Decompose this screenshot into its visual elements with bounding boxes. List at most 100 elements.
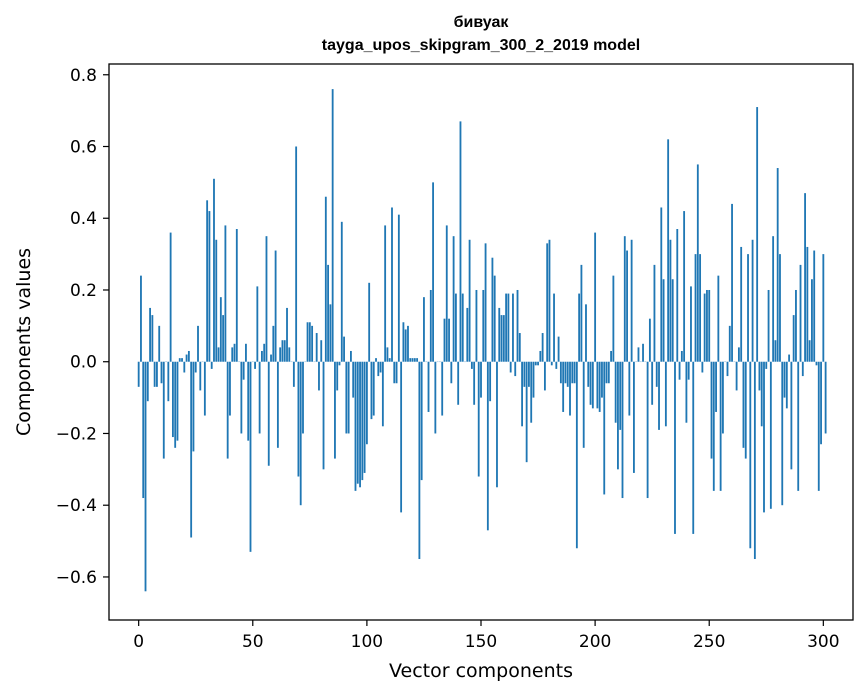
bar bbox=[751, 239, 754, 362]
bar bbox=[758, 361, 761, 391]
bar bbox=[685, 361, 688, 423]
bar bbox=[633, 361, 635, 473]
bar bbox=[240, 361, 243, 434]
bar bbox=[445, 225, 448, 362]
bar bbox=[153, 361, 156, 387]
bar bbox=[233, 343, 236, 362]
bar bbox=[377, 361, 380, 377]
bar bbox=[637, 347, 640, 362]
bar bbox=[680, 350, 683, 362]
bar bbox=[496, 361, 498, 488]
bar bbox=[254, 361, 256, 369]
bar bbox=[824, 361, 827, 434]
bar bbox=[646, 361, 649, 499]
x-tick-label: 50 bbox=[242, 632, 264, 652]
bar bbox=[660, 207, 663, 362]
bar bbox=[229, 361, 231, 416]
x-tick-label: 150 bbox=[465, 632, 497, 652]
bar bbox=[393, 361, 396, 384]
bar bbox=[747, 254, 749, 362]
bar bbox=[480, 361, 482, 398]
y-tick-label: −0.6 bbox=[56, 568, 97, 588]
bar bbox=[379, 361, 382, 373]
bar bbox=[318, 361, 320, 391]
bar bbox=[162, 361, 165, 459]
bar bbox=[320, 340, 323, 362]
bar bbox=[493, 275, 496, 362]
bar bbox=[231, 347, 234, 362]
bar bbox=[334, 361, 336, 459]
bar bbox=[676, 229, 679, 362]
bar bbox=[144, 361, 147, 592]
bar bbox=[354, 361, 357, 491]
bar bbox=[210, 361, 213, 369]
bar bbox=[222, 315, 225, 362]
bar bbox=[292, 361, 295, 387]
x-tick-label: 0 bbox=[133, 632, 144, 652]
bar bbox=[489, 361, 492, 402]
bar bbox=[507, 293, 510, 362]
bar bbox=[742, 361, 745, 448]
bar bbox=[279, 347, 282, 362]
bar bbox=[808, 340, 811, 362]
bar bbox=[534, 361, 537, 366]
bar bbox=[226, 361, 229, 459]
bar bbox=[411, 358, 414, 362]
bar bbox=[261, 350, 263, 362]
bar bbox=[555, 361, 558, 369]
bar bbox=[299, 361, 302, 506]
chart-title: бивуак bbox=[454, 14, 510, 31]
bar bbox=[776, 168, 779, 362]
bar bbox=[521, 361, 523, 427]
bar bbox=[137, 361, 140, 387]
bar bbox=[176, 361, 179, 441]
bar bbox=[174, 361, 177, 448]
bar bbox=[822, 254, 825, 362]
bar bbox=[580, 264, 583, 362]
y-tick-label: 0.0 bbox=[70, 353, 97, 373]
bar bbox=[626, 250, 628, 362]
bar bbox=[315, 333, 318, 362]
bar bbox=[589, 361, 592, 405]
bar bbox=[288, 347, 291, 362]
bar bbox=[525, 361, 528, 463]
bar bbox=[151, 315, 154, 362]
bar bbox=[591, 361, 594, 409]
bar bbox=[740, 246, 743, 362]
bar bbox=[694, 254, 697, 362]
bar bbox=[756, 107, 759, 362]
bar bbox=[546, 243, 549, 362]
bar bbox=[400, 361, 403, 513]
bar bbox=[311, 325, 314, 362]
bar bbox=[169, 232, 172, 362]
bar bbox=[573, 361, 576, 384]
bar bbox=[475, 289, 478, 362]
bar bbox=[712, 361, 715, 491]
bar bbox=[443, 318, 446, 362]
bar bbox=[603, 361, 606, 495]
bar bbox=[765, 361, 768, 369]
bar bbox=[731, 203, 733, 362]
bar bbox=[708, 289, 711, 362]
bar bbox=[295, 146, 298, 362]
bar bbox=[375, 358, 377, 362]
bar bbox=[669, 239, 672, 362]
bar bbox=[459, 121, 462, 362]
bar bbox=[498, 307, 501, 362]
bar bbox=[322, 361, 325, 470]
bar bbox=[610, 350, 612, 362]
chart-subtitle: tayga_upos_skipgram_300_2_2019 model bbox=[322, 37, 640, 54]
bar bbox=[598, 361, 601, 412]
bar bbox=[548, 239, 551, 362]
bar bbox=[571, 361, 574, 384]
bar bbox=[671, 279, 674, 362]
bar bbox=[327, 264, 330, 362]
bar bbox=[667, 139, 670, 362]
bar bbox=[772, 236, 775, 362]
bar bbox=[395, 361, 398, 384]
bar bbox=[509, 361, 512, 373]
bar bbox=[368, 282, 371, 362]
bar bbox=[811, 279, 813, 362]
bar bbox=[557, 336, 560, 362]
bar bbox=[372, 361, 375, 416]
